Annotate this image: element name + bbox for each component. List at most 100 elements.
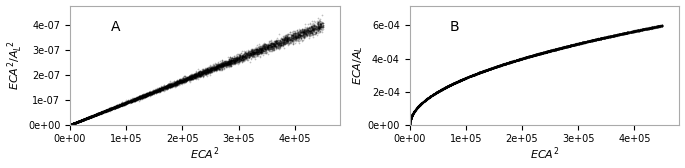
Point: [414, 104, 425, 106]
Point: [298, 30, 309, 32]
Point: [578, 41, 589, 44]
Point: [446, 83, 457, 86]
Point: [253, 50, 264, 53]
Point: [593, 38, 604, 40]
Point: [74, 120, 85, 122]
Point: [516, 57, 527, 60]
Point: [274, 40, 285, 43]
Point: [430, 91, 441, 94]
Point: [220, 64, 231, 67]
Point: [447, 83, 458, 86]
Point: [442, 85, 453, 88]
Point: [653, 25, 664, 28]
Point: [597, 37, 608, 40]
Point: [486, 67, 497, 70]
Point: [515, 57, 526, 60]
Point: [214, 67, 225, 70]
Point: [194, 73, 205, 76]
Point: [457, 78, 468, 81]
Point: [450, 81, 461, 84]
Point: [110, 105, 121, 108]
Point: [532, 52, 543, 55]
Point: [181, 79, 192, 82]
Point: [261, 45, 272, 48]
Point: [189, 75, 200, 78]
Point: [405, 120, 416, 122]
Point: [566, 44, 577, 47]
Point: [407, 113, 418, 116]
Point: [263, 45, 274, 48]
Point: [640, 28, 651, 30]
Point: [64, 123, 75, 126]
Point: [636, 28, 647, 31]
Point: [595, 37, 606, 40]
Point: [551, 48, 562, 50]
Point: [475, 71, 486, 73]
Point: [414, 103, 425, 106]
Point: [145, 92, 156, 95]
Point: [210, 66, 221, 68]
Point: [649, 26, 660, 29]
Point: [650, 25, 661, 28]
Point: [173, 80, 184, 83]
Point: [592, 38, 603, 41]
Point: [420, 98, 431, 101]
Point: [81, 117, 92, 120]
Point: [297, 35, 308, 38]
Point: [408, 112, 419, 114]
Point: [70, 121, 81, 124]
Point: [566, 44, 577, 47]
Point: [256, 47, 266, 49]
Point: [159, 86, 170, 89]
Point: [594, 37, 605, 40]
Point: [460, 77, 471, 79]
Point: [420, 98, 431, 101]
Point: [474, 71, 485, 74]
Point: [405, 118, 416, 121]
Point: [545, 49, 556, 52]
Point: [645, 27, 656, 29]
Point: [142, 93, 153, 96]
Point: [596, 37, 607, 39]
Point: [407, 113, 418, 116]
Point: [68, 122, 79, 124]
Point: [441, 85, 452, 88]
Point: [416, 102, 427, 105]
Point: [574, 42, 585, 44]
Point: [225, 58, 236, 61]
Point: [227, 61, 238, 64]
Point: [186, 76, 197, 78]
Point: [439, 86, 450, 89]
Point: [641, 27, 652, 30]
Point: [99, 110, 110, 112]
Point: [455, 79, 466, 81]
Point: [410, 108, 421, 111]
Point: [493, 65, 503, 68]
Point: [170, 82, 181, 85]
Point: [421, 98, 432, 101]
Point: [549, 48, 560, 51]
Point: [405, 120, 416, 122]
Point: [519, 56, 530, 59]
Point: [512, 58, 523, 61]
Point: [273, 43, 284, 46]
Point: [74, 120, 85, 122]
Point: [152, 90, 163, 93]
Point: [533, 52, 544, 55]
Point: [492, 65, 503, 68]
Point: [479, 69, 490, 72]
Point: [563, 45, 574, 47]
Point: [511, 59, 522, 62]
Point: [117, 103, 128, 106]
Point: [643, 27, 653, 30]
Point: [68, 122, 79, 125]
Point: [625, 31, 636, 33]
Point: [88, 114, 99, 117]
Point: [571, 43, 582, 45]
Point: [218, 67, 229, 69]
Point: [303, 31, 314, 34]
Point: [155, 88, 166, 91]
Point: [182, 78, 193, 80]
Point: [195, 70, 206, 73]
Point: [473, 71, 484, 74]
